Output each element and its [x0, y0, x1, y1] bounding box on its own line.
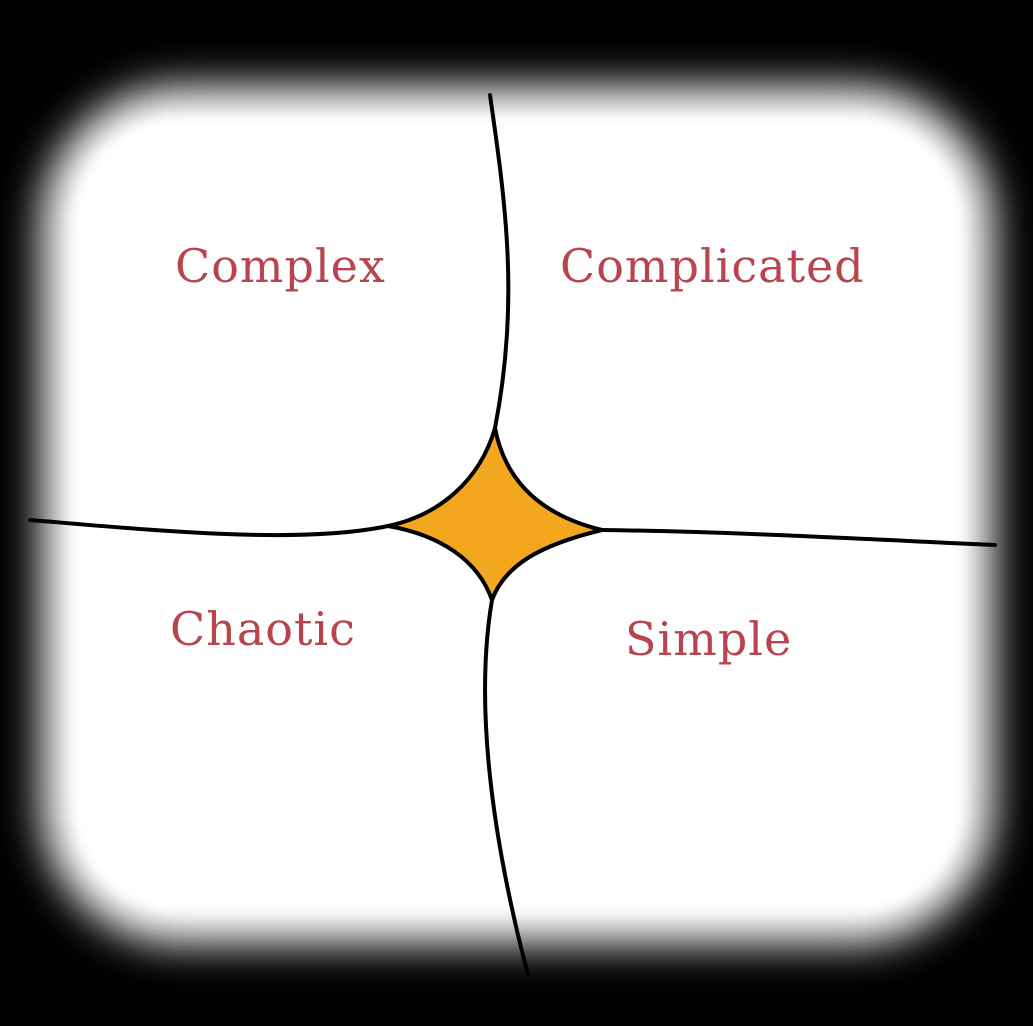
divider-bottom — [483, 598, 530, 977]
divider-top — [488, 93, 511, 430]
label-chaotic: Chaotic — [170, 602, 356, 656]
label-complex: Complex — [175, 239, 386, 293]
divider-right — [600, 528, 997, 547]
center-disorder-shape — [386, 426, 604, 602]
label-simple: Simple — [625, 612, 792, 666]
label-complicated: Complicated — [560, 239, 865, 293]
divider-left — [28, 518, 390, 538]
